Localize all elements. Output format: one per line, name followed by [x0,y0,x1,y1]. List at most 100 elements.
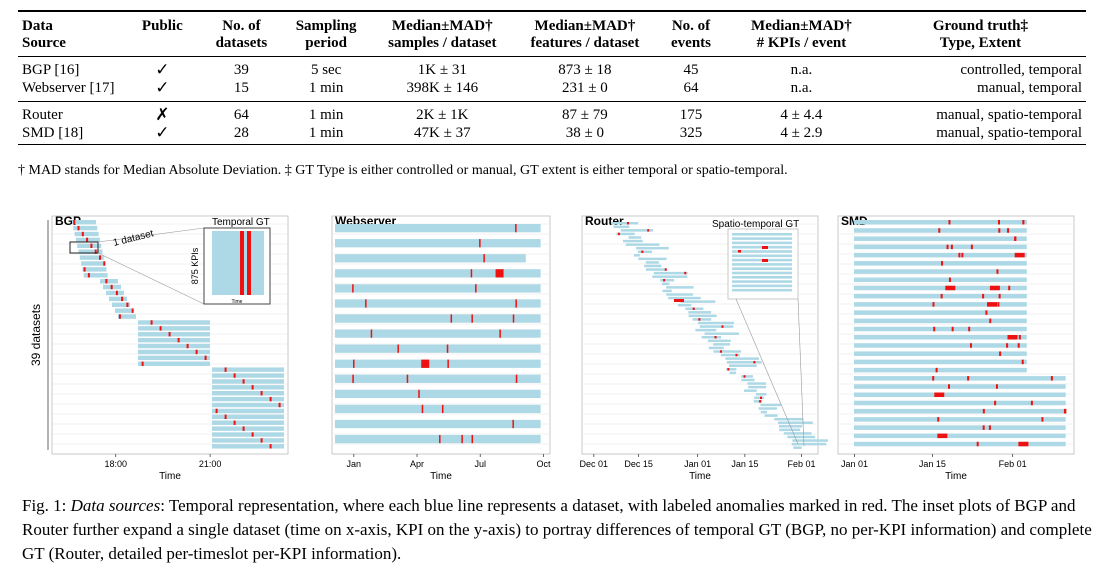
dataset-bar [854,310,1027,315]
inset-gt-band [247,231,251,295]
dataset-bar [335,224,541,233]
inset-kpi-row [732,250,792,253]
dataset-bar [616,232,635,236]
anomaly-mark [997,220,1000,225]
dataset-bar [726,360,762,364]
table-header-cell: No. of events [654,11,728,57]
dataset-bar [854,236,1027,241]
anomaly-mark [475,284,477,293]
anomaly-mark [73,220,76,225]
anomaly-mark [83,267,86,272]
dataset-bar [698,321,734,325]
dataset-bar [854,293,1027,299]
dataset-bar [854,318,1027,324]
anomaly-mark [760,396,763,400]
dataset-bar [83,273,108,278]
anomaly-mark [99,255,101,260]
anomaly-mark [714,336,717,339]
dataset-bar [747,382,767,385]
anomaly-mark [996,269,999,274]
table-row: BGP [16] ✓ 39 5 sec 1K ± 31 873 ± 18 45 n.a. con… [18,57,1086,80]
anomaly-mark [352,374,354,383]
table-cell: 1K ± 31 [417,62,467,78]
table-cell: 45 [683,62,699,78]
y-axis-label: 39 datasets [29,304,43,366]
dataset-bar [138,337,210,343]
dataset-bar [335,344,541,353]
dataset-bar [613,225,630,229]
anomaly-mark [664,268,667,271]
anomaly-mark [674,299,684,302]
anomaly-mark [471,314,473,323]
x-tick-label: 21:00 [199,459,222,469]
dataset-bar [100,278,118,284]
table-cell: 398K ± 146 [406,80,479,96]
zoom-line [735,298,799,445]
dataset-bar [212,379,284,384]
anomaly-mark [446,344,449,353]
dataset-bar [854,228,1027,233]
anomaly-mark [950,244,953,250]
dataset-bar [688,314,717,318]
anomaly-mark [418,389,420,399]
dataset-bar [610,222,639,225]
anomaly-mark [115,290,118,296]
inset-gt-band [240,231,244,295]
dataset-bar [764,414,778,417]
x-tick-label: Jan 01 [684,459,711,469]
dataset-bar [854,285,1027,291]
anomaly-mark [641,250,644,253]
dataset-bar [792,439,828,442]
anomaly-mark [110,284,113,290]
anomaly-mark [251,432,254,437]
inset-gt-cell [762,259,768,262]
anomaly-mark [940,293,943,299]
anomaly-mark [87,273,90,278]
dataset-bar [335,314,541,323]
dataset-bar [854,252,1027,258]
table-row: Router ✗ 64 1 min 2K ± 1K 87 ± 79 175 4 ± 4.4 ma… [18,102,1086,125]
caption-lead: Data sources [70,496,161,515]
anomaly-mark [976,441,979,447]
anomaly-mark [1041,417,1044,422]
dataset-bar [729,371,736,375]
x-tick-label: Feb 01 [787,459,815,469]
anomaly-mark [989,318,992,324]
anomaly-mark [121,296,124,302]
anomaly-mark [81,231,84,237]
dataset-bar [662,289,672,293]
anomaly-mark [961,252,964,258]
anomaly-mark [692,307,695,310]
dataset-bar [138,349,210,355]
anomaly-mark [970,244,973,250]
table-cell: controlled, temporal [960,62,1082,78]
dataset-bar [854,384,1066,389]
dataset-bar [743,389,757,392]
dataset-bar [783,432,812,435]
table-header-cell: Sampling period [283,11,368,57]
table-cell: 325 [679,125,703,141]
anomaly-mark [242,426,245,431]
dataset-bar [754,396,764,400]
zoom-line [97,252,205,305]
dataset-bar [335,419,541,429]
table-cell: 4 ± 2.9 [780,125,823,141]
dataset-bar [620,229,654,232]
anomaly-mark [938,228,941,233]
dataset-bar [115,308,133,313]
dataset-bar [854,400,1066,406]
x-tick-label: Dec 15 [624,459,653,469]
header-line: samples / dataset [388,35,497,51]
anomaly-mark [1014,252,1025,258]
anomaly-mark [617,232,620,236]
dataset-bar [335,359,541,368]
dataset-bar [74,231,99,237]
dataset-bar [212,391,284,396]
dataset-bar [741,375,753,378]
dataset-bar [699,325,734,328]
dataset-bar [854,351,1027,356]
header-line: Sampling [295,18,357,34]
anomaly-mark [421,359,430,368]
table-header-row: Data Source Public No. of datasets Sampling pe… [18,11,1086,57]
header-line: # KPIs / event [756,35,847,51]
